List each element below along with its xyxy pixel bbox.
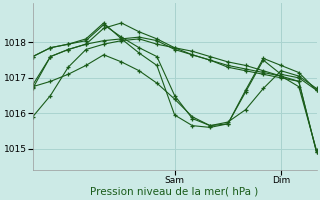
X-axis label: Pression niveau de la mer( hPa ): Pression niveau de la mer( hPa )	[91, 187, 259, 197]
